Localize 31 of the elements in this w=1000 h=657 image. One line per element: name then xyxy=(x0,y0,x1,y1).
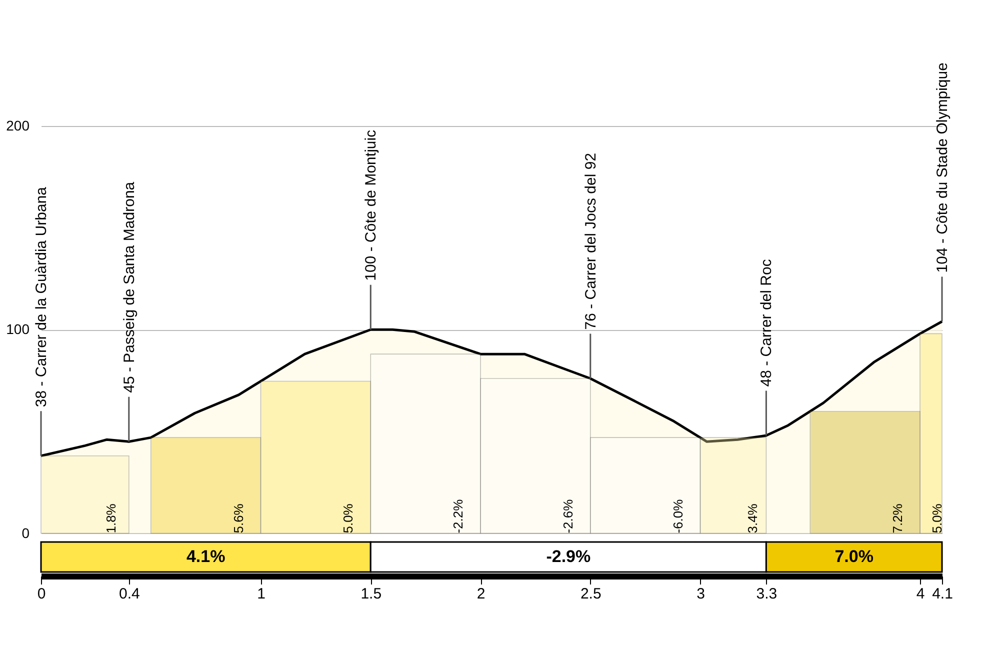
band-label: -2.2% xyxy=(450,498,466,534)
band-label: 5.0% xyxy=(340,503,356,534)
annotation: 100 - Côte de Montjuic xyxy=(362,129,380,281)
band-label: -6.0% xyxy=(670,498,686,534)
x-tick-label: 0.4 xyxy=(118,586,140,602)
band-label: 7.2% xyxy=(890,503,906,534)
band-label: 7.0% xyxy=(834,547,874,566)
x-tick-label: 0 xyxy=(37,586,46,602)
annotation: 76 - Carrer del Jocs del 92 xyxy=(582,152,600,330)
x-tick-label: 1.5 xyxy=(360,586,382,602)
annotation: 104 - Côte du Stade Olympique xyxy=(934,62,951,273)
x-tick-label: 4.1 xyxy=(932,586,953,602)
band-label: -2.6% xyxy=(560,498,576,534)
x-tick-label: 1 xyxy=(257,586,266,602)
x-tick-label: 2.5 xyxy=(580,586,602,602)
band-label: -2.9% xyxy=(546,547,591,566)
band-label: 1.8% xyxy=(103,503,118,534)
x-tick-label: 3 xyxy=(696,586,705,602)
band-label: 4.1% xyxy=(186,547,226,566)
band-label: 3.4% xyxy=(745,503,760,534)
x-tick-label: 2 xyxy=(476,586,486,602)
annotation: 38 - Carrer de la Guàrdia Urbana xyxy=(33,186,50,408)
x-tick-label: 3.3 xyxy=(756,586,778,602)
annotation: 48 - Carrer del Roc xyxy=(758,258,776,387)
y-tick-label: 200 xyxy=(6,118,30,134)
x-tick-label: 4 xyxy=(916,586,925,602)
band-label: 5.6% xyxy=(230,503,246,534)
annotation: 45 - Passeig de Santa Madrona xyxy=(120,181,138,393)
y-tick-label: 100 xyxy=(6,321,30,338)
band-label: 5.0% xyxy=(930,503,945,534)
y-tick-label: 0 xyxy=(22,524,30,541)
